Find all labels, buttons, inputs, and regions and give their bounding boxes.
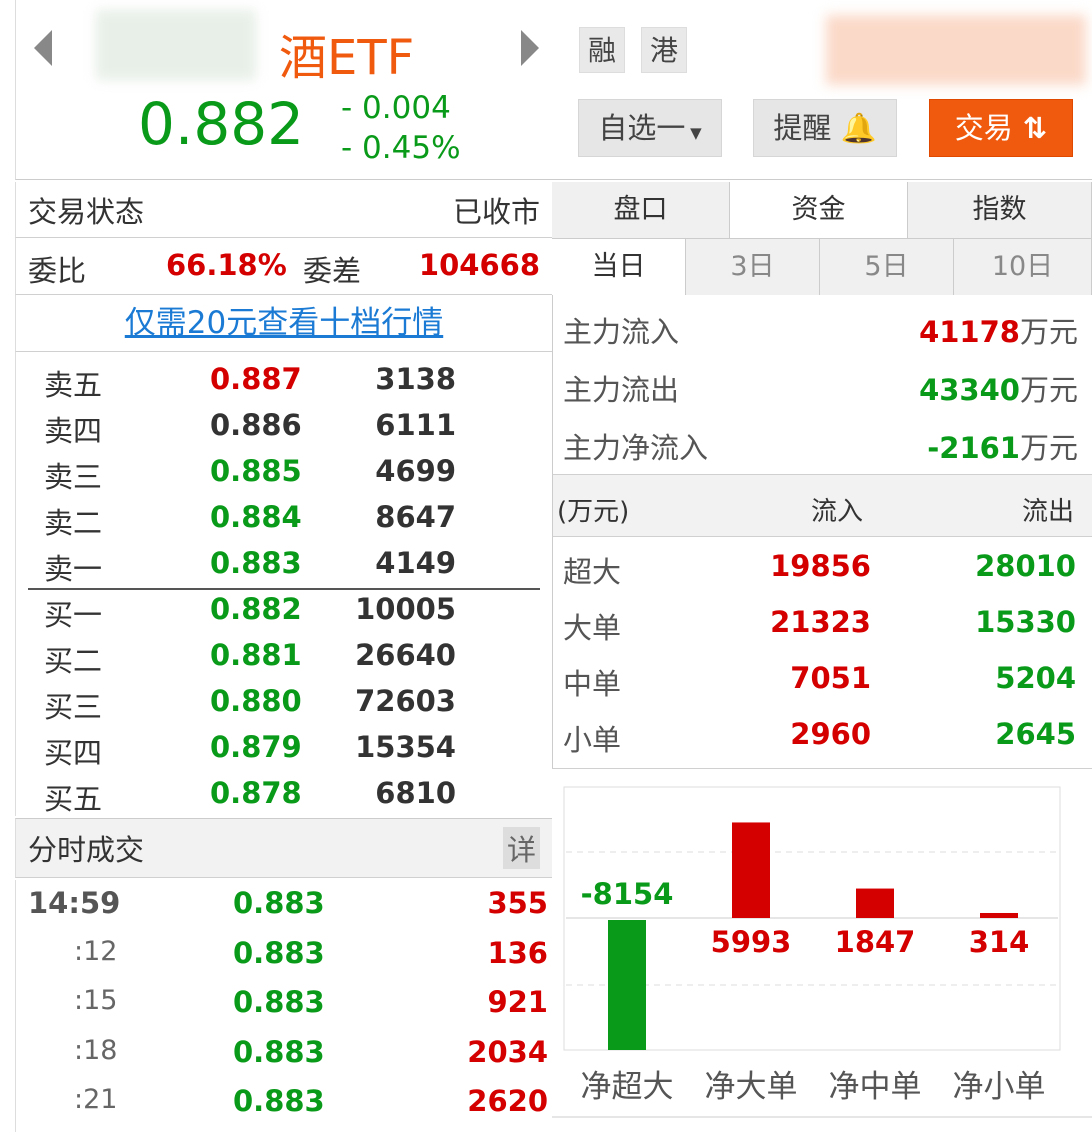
bid-row: 买五 0.878 6810 <box>44 776 456 816</box>
last-price: 0.882 <box>138 90 305 158</box>
category-label-1: 净大单 <box>705 1069 798 1105</box>
trade-row: :21 0.883 2620 <box>74 1084 548 1118</box>
trades-header: 分时成交 详 <box>15 818 552 878</box>
bid-row: 买二 0.881 26640 <box>44 638 456 678</box>
stock-name: 酒ETF <box>279 30 415 86</box>
tab-1[interactable]: 资金 <box>730 182 908 238</box>
data-label-0: -8154 <box>581 877 674 911</box>
trade-row: :18 0.883 2034 <box>74 1034 548 1069</box>
category-label-0: 净超大 <box>581 1069 674 1105</box>
quote-header: 酒ETF 融 港 0.882 - 0.004 - 0.45% 自选一 ▼ 提醒 … <box>15 0 1092 180</box>
order-ratio-row: 委比 66.18% 委差 104668 <box>15 238 552 295</box>
alert-button[interactable]: 提醒 🔔 <box>753 99 897 157</box>
trade-row: 14:59 0.883 355 <box>28 886 548 920</box>
next-stock-button[interactable] <box>521 30 539 66</box>
bell-icon: 🔔 <box>831 111 877 145</box>
watchlist-dropdown[interactable]: 自选一 ▼ <box>578 99 722 157</box>
ask-row: 卖四 0.886 6111 <box>44 408 456 448</box>
bar-2 <box>856 888 894 918</box>
period-tab-2[interactable]: 5日 <box>820 238 954 295</box>
promo-row: 仅需20元查看十档行情 <box>15 295 552 352</box>
ask-row: 卖一 0.883 4149 <box>44 546 456 586</box>
flow-table-row: 小单 2960 2645 <box>563 717 1076 757</box>
bar-1 <box>732 822 770 918</box>
net-flow-chart: -8154 净超大 5993 净大单 1847 净中单 314 净小单 <box>552 786 1092 1118</box>
flow-table-row: 超大 19856 28010 <box>563 549 1076 589</box>
margin-tag: 融 <box>579 27 625 73</box>
bid-row: 买三 0.880 72603 <box>44 684 456 724</box>
flow-table-row: 中单 7051 5204 <box>563 661 1076 701</box>
trade-row: :15 0.883 921 <box>74 985 548 1019</box>
flow-table: 超大 19856 28010 大单 21323 15330 中单 7051 5204 小单 2960… <box>552 537 1092 769</box>
trades-list: 14:59 0.883 355 :12 0.883 136 :15 0.883 921 :18 0.… <box>15 880 552 1132</box>
stock-code-blurred <box>96 10 256 80</box>
ask-row: 卖五 0.887 3138 <box>44 362 456 402</box>
trade-button[interactable]: 交易 ⇅ <box>929 99 1073 157</box>
period-tab-1[interactable]: 3日 <box>686 238 820 295</box>
main-flow-summary: 主力流入 41178万元 主力流出 43340万元 主力净流入 -2161万元 <box>552 295 1092 475</box>
tab-2[interactable]: 指数 <box>908 182 1092 238</box>
flow-table-header: (万元) 流入 流出 <box>552 475 1092 537</box>
flow-row: 主力流入 41178万元 <box>563 315 1078 349</box>
period-tab-3[interactable]: 10日 <box>954 238 1092 295</box>
hk-connect-tag: 港 <box>641 27 687 73</box>
data-label-2: 1847 <box>835 925 916 959</box>
tab-0[interactable]: 盘口 <box>552 182 730 238</box>
trade-row: :12 0.883 136 <box>74 935 548 970</box>
price-change: - 0.004 <box>341 90 451 126</box>
price-change-pct: - 0.45% <box>341 130 461 166</box>
bar-3 <box>980 912 1018 918</box>
bar-0 <box>608 920 646 1050</box>
category-label-2: 净中单 <box>829 1069 922 1105</box>
prev-stock-button[interactable] <box>34 30 52 66</box>
blurred-info <box>826 15 1086 85</box>
category-label-3: 净小单 <box>953 1069 1046 1105</box>
flow-row: 主力流出 43340万元 <box>563 373 1078 407</box>
flow-row: 主力净流入 -2161万元 <box>563 431 1078 465</box>
order-book: 卖五 0.887 3138 卖四 0.886 6111 卖三 0.885 4699 卖二 0.884… <box>15 352 552 816</box>
period-tab-0[interactable]: 当日 <box>552 238 686 295</box>
ask-row: 卖二 0.884 8647 <box>44 500 456 540</box>
ten-level-quote-link[interactable]: 仅需20元查看十档行情 <box>124 305 444 341</box>
data-label-3: 314 <box>969 925 1030 959</box>
ask-row: 卖三 0.885 4699 <box>44 454 456 494</box>
trades-detail-button[interactable]: 详 <box>502 827 540 869</box>
flow-table-row: 大单 21323 15330 <box>563 605 1076 645</box>
orderbook-divider <box>28 588 540 590</box>
swap-arrows-icon: ⇅ <box>1012 111 1048 145</box>
chevron-down-icon: ▼ <box>685 124 702 142</box>
trade-status-row: 交易状态 已收市 <box>15 182 552 238</box>
bid-row: 买一 0.882 10005 <box>44 592 456 632</box>
bid-row: 买四 0.879 15354 <box>44 730 456 770</box>
data-label-1: 5993 <box>711 925 792 959</box>
